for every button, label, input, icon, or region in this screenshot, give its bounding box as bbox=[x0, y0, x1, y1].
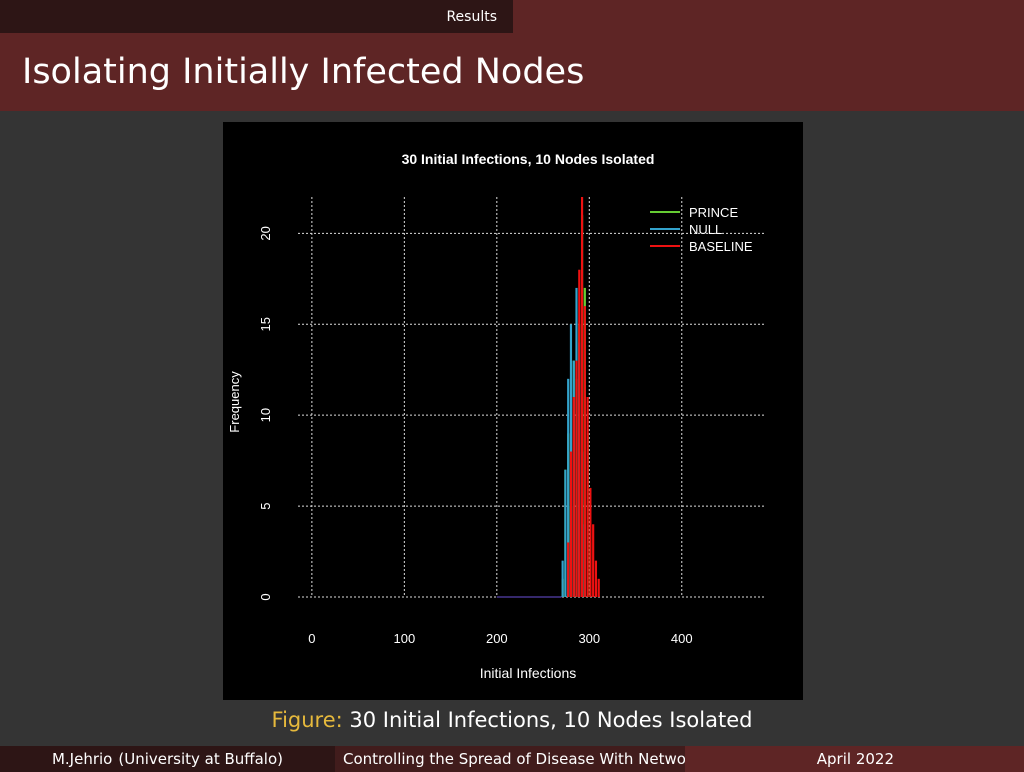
chart-title: 30 Initial Infections, 10 Nodes Isolated bbox=[402, 151, 655, 167]
histogram-bar bbox=[586, 397, 589, 597]
y-tick-label: 10 bbox=[258, 408, 273, 422]
author-name: M.Jehrio bbox=[51, 750, 113, 768]
histogram-chart: 0 100 200 300 400 0 5 10 15 20 30 Initial Infectio… bbox=[227, 151, 765, 681]
footer-talk-title: Controlling the Spread of Disease With N… bbox=[335, 746, 685, 772]
caption-prefix: Figure: bbox=[271, 708, 343, 732]
x-axis-label: Initial Infections bbox=[480, 665, 577, 681]
histogram-bar bbox=[567, 378, 570, 597]
talk-title: Controlling the Spread of Disease With N… bbox=[343, 750, 685, 768]
legend-label: BASELINE bbox=[689, 239, 753, 254]
footer-date: April 2022 bbox=[685, 746, 1024, 772]
histogram-bar bbox=[564, 469, 567, 597]
histogram-bar bbox=[589, 487, 592, 597]
histogram-bar bbox=[572, 397, 575, 597]
legend-label: PRINCE bbox=[689, 205, 738, 220]
y-tick-label: 0 bbox=[258, 593, 273, 600]
histogram-bar bbox=[594, 560, 598, 597]
title-bar: Isolating Initially Infected Nodes bbox=[0, 33, 1024, 111]
histogram-bar bbox=[597, 578, 600, 597]
caption-text: 30 Initial Infections, 10 Nodes Isolated bbox=[349, 708, 753, 732]
histogram-bar bbox=[580, 197, 584, 597]
histogram-figure: 0 100 200 300 400 0 5 10 15 20 30 Initial Infectio… bbox=[223, 122, 803, 700]
x-tick-label: 400 bbox=[671, 631, 693, 646]
x-tick-label: 0 bbox=[308, 631, 315, 646]
figure-caption: Figure: 30 Initial Infections, 10 Nodes … bbox=[0, 708, 1024, 732]
author-institution: (University at Buffalo) bbox=[118, 750, 284, 768]
histogram-bar bbox=[578, 269, 581, 597]
histogram-bar bbox=[583, 306, 586, 597]
y-tick-label: 5 bbox=[258, 502, 273, 509]
footer: M.Jehrio (University at Buffalo) Control… bbox=[0, 746, 1024, 772]
legend-label: NULL bbox=[689, 222, 722, 237]
section-tab[interactable]: Results bbox=[0, 0, 513, 33]
y-axis-label: Frequency bbox=[227, 371, 242, 433]
footer-author: M.Jehrio (University at Buffalo) bbox=[0, 746, 335, 772]
histogram-bar bbox=[592, 524, 595, 597]
x-tick-label: 100 bbox=[393, 631, 415, 646]
y-tick-label: 15 bbox=[258, 317, 273, 331]
histogram-bar bbox=[569, 451, 573, 597]
slide-title: Isolating Initially Infected Nodes bbox=[22, 52, 585, 92]
y-tick-label: 20 bbox=[258, 226, 273, 240]
histogram-bar bbox=[561, 560, 564, 597]
histogram-bar bbox=[575, 360, 578, 597]
x-tick-label: 200 bbox=[486, 631, 508, 646]
x-tick-label: 300 bbox=[578, 631, 600, 646]
section-label: Results bbox=[446, 8, 497, 25]
histogram-bar bbox=[567, 542, 570, 597]
date: April 2022 bbox=[816, 750, 894, 768]
